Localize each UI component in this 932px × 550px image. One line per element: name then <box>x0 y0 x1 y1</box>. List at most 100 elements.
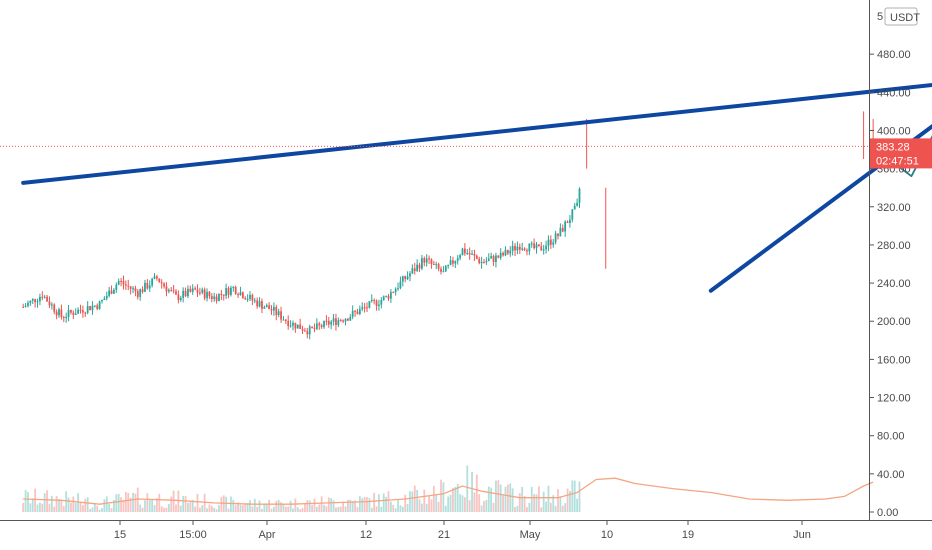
candle-body <box>440 268 442 272</box>
candle-body <box>158 278 161 283</box>
y-axis[interactable]: 0.00 40.00 80.00 120.00 160.00 200.00 240.00 28… <box>869 49 911 519</box>
candle-body <box>404 276 407 280</box>
volume-bar <box>461 495 464 512</box>
candle-body <box>370 299 373 302</box>
candle-body <box>366 307 368 309</box>
volume-bar <box>105 496 108 512</box>
candle-body <box>552 242 555 245</box>
volume-bar <box>272 506 275 512</box>
volume-bar <box>554 505 557 512</box>
candle-body <box>34 299 37 303</box>
volume-bar <box>502 495 504 512</box>
volume-bar <box>318 504 321 512</box>
volume-bar <box>514 507 516 512</box>
candle-body <box>270 309 273 311</box>
candle-body <box>210 296 213 300</box>
volume-bar <box>308 500 311 512</box>
volume-bar <box>41 503 44 512</box>
candle-body <box>409 273 411 277</box>
candle-body <box>48 301 51 306</box>
volume-bar <box>296 507 299 512</box>
y-tick-label: 80.00 <box>877 431 905 443</box>
volume-bar <box>249 500 251 512</box>
currency-badge[interactable] <box>884 7 918 26</box>
volume-bar <box>227 508 230 512</box>
candle-body <box>275 307 278 316</box>
candle-body <box>203 289 206 299</box>
currency-label: USDT <box>890 12 920 24</box>
candle-body <box>58 309 60 316</box>
volume-bar <box>67 497 70 512</box>
volume-bar <box>411 491 414 512</box>
candle-body <box>480 261 483 264</box>
candle-body <box>239 292 242 296</box>
candle-body <box>564 221 567 232</box>
candle-body <box>70 309 72 313</box>
volume-bar <box>533 494 536 512</box>
volume-bar <box>156 498 158 512</box>
candle-body <box>182 290 185 298</box>
volume-bar <box>573 480 576 512</box>
candle-body <box>514 245 516 251</box>
candle-body <box>487 258 490 261</box>
volume-bar <box>70 502 72 512</box>
volume-bar <box>423 489 426 512</box>
candle-body <box>129 286 132 289</box>
candle-body <box>559 227 562 237</box>
candle-body <box>215 296 218 301</box>
volume-bar <box>91 507 94 512</box>
volume-bar <box>74 503 77 512</box>
volume-bar <box>270 508 273 512</box>
volume-bar <box>378 494 380 512</box>
x-axis[interactable]: 15 15:00 Apr 12 21 May 10 19 Jun <box>114 520 811 541</box>
volume-bar <box>327 497 330 512</box>
volume-bar <box>177 490 180 512</box>
volume-bar <box>358 496 361 512</box>
candle-body <box>530 243 533 245</box>
volume-bar <box>239 504 242 512</box>
volume-bar <box>50 495 53 512</box>
volume-bar <box>452 488 454 512</box>
candle-body <box>249 294 251 299</box>
volume-bar <box>473 492 476 512</box>
candle-body <box>413 268 416 271</box>
volume-bar <box>232 499 235 512</box>
candle-body <box>289 325 292 327</box>
candle-body <box>198 292 201 294</box>
drawings-layer[interactable] <box>21 78 932 293</box>
volume-bar <box>389 501 392 512</box>
candle-body <box>115 284 118 290</box>
candle-body <box>418 264 421 269</box>
volume-bar <box>201 505 204 512</box>
volume-bar <box>440 479 442 512</box>
volume-bar <box>301 507 304 512</box>
volume-bar <box>148 500 151 512</box>
volume-bar <box>55 496 58 512</box>
candle-body <box>538 244 540 247</box>
candle-body <box>299 324 302 329</box>
candle-body <box>339 320 342 322</box>
volume-bar <box>79 501 82 512</box>
volume-bar <box>447 496 450 512</box>
candle-body <box>549 239 552 245</box>
candle-body <box>268 305 271 310</box>
candle-body <box>511 245 514 251</box>
candle-body <box>194 288 196 290</box>
candle-body <box>177 294 180 301</box>
candle-body <box>96 305 99 309</box>
volume-bar <box>401 506 404 512</box>
volume-bar <box>409 491 411 512</box>
volume-bar <box>523 496 526 512</box>
candle-body <box>60 309 63 318</box>
candle-body <box>146 282 149 289</box>
volume-bar <box>253 498 256 512</box>
candle-body <box>394 288 397 293</box>
volume-bar <box>323 504 325 512</box>
candle-body <box>437 264 440 269</box>
candle-body <box>43 296 46 298</box>
candle-body <box>244 298 247 300</box>
candle-body <box>557 233 559 237</box>
volume-bar <box>418 499 421 512</box>
candle-body <box>535 244 538 249</box>
